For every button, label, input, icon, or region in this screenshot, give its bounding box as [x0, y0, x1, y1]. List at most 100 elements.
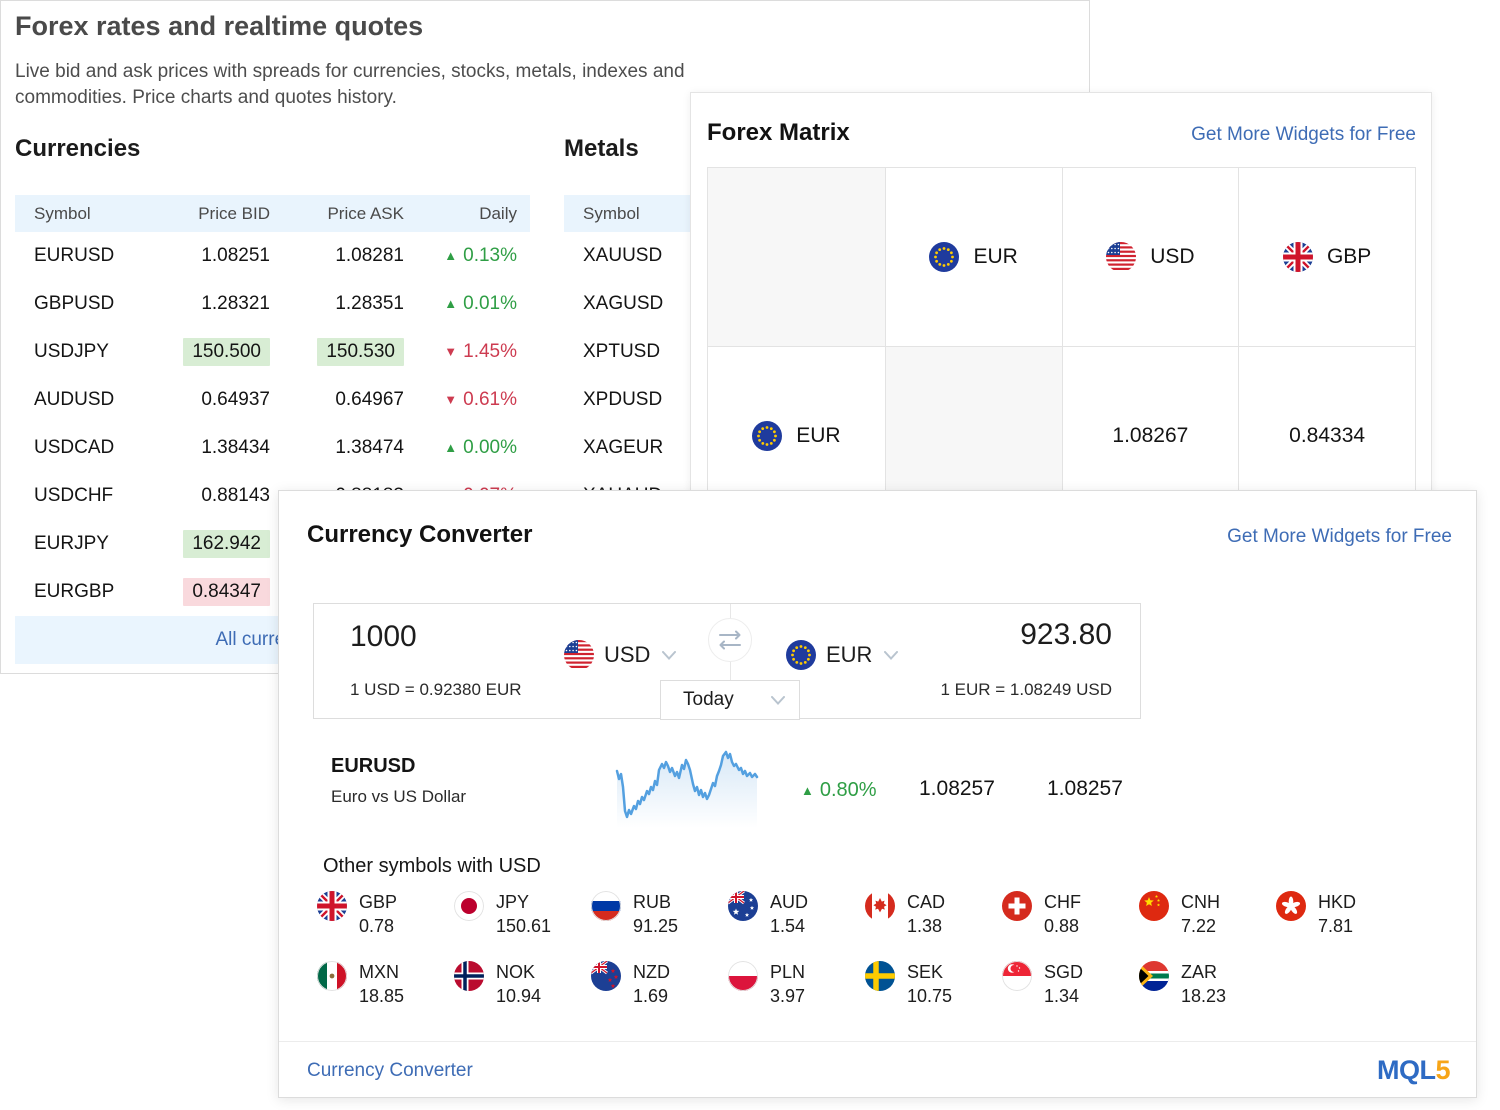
amount-input[interactable]: 1000 [350, 620, 417, 653]
currency-row-audusd[interactable]: AUDUSD 0.64937 0.64967 ▼ 0.61% [34, 389, 517, 410]
pair-ask: 1.08257 [1047, 777, 1123, 800]
swap-currencies-button[interactable] [708, 618, 752, 662]
currency-row-gbpusd[interactable]: GBPUSD 1.28321 1.28351 ▲ 0.01% [34, 293, 517, 314]
flag-rub-icon [591, 891, 621, 921]
to-rate-note: 1 EUR = 1.08249 USD [940, 680, 1112, 699]
symbol-item-gbp[interactable]: GBP 0.78 [317, 891, 454, 943]
flag-jpy-icon [454, 891, 484, 921]
symbol-code: CAD [907, 892, 946, 912]
symbol-code: SEK [907, 962, 944, 982]
from-currency-code: USD [604, 642, 651, 667]
matrix-col-header-gbp: GBP [1238, 168, 1415, 346]
flag-sgd-icon [1002, 961, 1032, 991]
symbol-code: NOK [496, 962, 536, 982]
pair-change: ▲ 0.80% [801, 779, 877, 801]
other-symbols-grid: GBP 0.78 JPY 150.61 RUB 91.25 AUD 1.54 CAD 1.38 CH… [317, 891, 1413, 1013]
down-arrow-icon: ▼ [444, 392, 458, 407]
flag-pln-icon [728, 961, 758, 991]
page-subtitle: Live bid and ask prices with spreads for… [15, 61, 685, 109]
to-currency-code: EUR [826, 642, 873, 667]
currency-row-eurjpy[interactable]: EURJPY 162.942 [15, 520, 530, 568]
up-arrow-icon: ▲ [801, 783, 814, 798]
flag-eur-icon [786, 640, 816, 670]
chevron-down-icon [662, 650, 677, 660]
converter-get-widgets-link[interactable]: Get More Widgets for Free [1227, 526, 1452, 547]
swap-arrows-icon [719, 630, 741, 650]
result-value[interactable]: 923.80 [1020, 618, 1112, 651]
symbol-rate: 10.75 [907, 986, 953, 1006]
flag-chf-icon [1002, 891, 1032, 921]
metal-row-xpdusd[interactable]: XPDUSD [583, 389, 663, 410]
currency-row-eurusd[interactable]: EURUSD 1.08251 1.08281 ▲ 0.13% [34, 245, 517, 266]
converter-footer: Currency Converter MQL5 [279, 1041, 1476, 1099]
symbol-item-nzd[interactable]: NZD 1.69 [591, 961, 728, 1013]
symbol-item-jpy[interactable]: JPY 150.61 [454, 891, 591, 943]
flag-usd-icon [1106, 242, 1137, 272]
flag-eur-icon [929, 242, 960, 272]
flag-hkd-icon [1276, 891, 1306, 921]
currency-row-eurgbp[interactable]: EURGBP 0.84347 [15, 568, 530, 616]
symbol-item-sek[interactable]: SEK 10.75 [865, 961, 1002, 1013]
metal-row-xptusd[interactable]: XPTUSD [583, 341, 661, 362]
page-title: Forex rates and realtime quotes [15, 11, 424, 41]
col-daily: Daily [479, 203, 517, 223]
symbol-item-sgd[interactable]: SGD 1.34 [1002, 961, 1139, 1013]
symbol-code: RUB [633, 892, 672, 912]
symbol-item-chf[interactable]: CHF 0.88 [1002, 891, 1139, 943]
symbol-code: PLN [770, 962, 806, 982]
symbol-code: NZD [633, 962, 670, 982]
currency-row-usdcad[interactable]: USDCAD 1.38434 1.38474 ▲ 0.00% [34, 437, 517, 458]
symbol-code: ZAR [1181, 962, 1217, 982]
pair-sparkline-chart [615, 750, 759, 828]
symbol-rate: 150.61 [496, 916, 552, 936]
up-arrow-icon: ▲ [444, 440, 458, 455]
converter-box: 1000 1 USD = 0.92380 EUR USD EUR 923.80 … [313, 603, 1141, 720]
flag-gbp-icon [1282, 242, 1313, 272]
symbol-rate: 0.78 [359, 916, 395, 936]
symbol-item-nok[interactable]: NOK 10.94 [454, 961, 591, 1013]
metal-row-xauusd[interactable]: XAUUSD [583, 245, 663, 266]
matrix-corner-cell [708, 168, 885, 346]
symbol-code: CNH [1181, 892, 1220, 912]
flag-cad-icon [865, 891, 895, 921]
symbol-code: GBP [359, 892, 398, 912]
col-price-ask: Price ASK [327, 203, 404, 223]
flag-cnh-icon [1139, 891, 1169, 921]
symbol-rate: 7.22 [1181, 916, 1217, 936]
symbol-item-cad[interactable]: CAD 1.38 [865, 891, 1002, 943]
up-arrow-icon: ▲ [444, 296, 458, 311]
symbol-code: MXN [359, 962, 399, 982]
symbol-item-cnh[interactable]: CNH 7.22 [1139, 891, 1276, 943]
symbol-rate: 1.34 [1044, 986, 1080, 1006]
to-currency-select[interactable]: EUR [786, 640, 899, 670]
symbol-item-zar[interactable]: ZAR 18.23 [1139, 961, 1276, 1013]
metal-row-xagusd[interactable]: XAGUSD [583, 293, 664, 314]
other-symbols-heading: Other symbols with USD [323, 855, 541, 877]
col-price-bid: Price BID [198, 203, 270, 223]
symbol-code: AUD [770, 892, 809, 912]
symbol-item-rub[interactable]: RUB 91.25 [591, 891, 728, 943]
symbol-item-aud[interactable]: AUD 1.54 [728, 891, 865, 943]
period-dropdown[interactable]: Today [660, 680, 800, 720]
symbol-rate: 1.69 [633, 986, 669, 1006]
chevron-down-icon [884, 650, 899, 660]
symbol-rate: 10.94 [496, 986, 542, 1006]
flag-nok-icon [454, 961, 484, 991]
pair-symbol[interactable]: EURUSD [331, 755, 416, 777]
matrix-col-header-eur: EUR [884, 168, 1062, 346]
flag-gbp-icon [317, 891, 347, 921]
metal-row-xageur[interactable]: XAGEUR [583, 437, 664, 458]
symbol-rate: 18.23 [1181, 986, 1227, 1006]
symbol-item-pln[interactable]: PLN 3.97 [728, 961, 865, 1013]
converter-footer-link[interactable]: Currency Converter [307, 1059, 473, 1081]
mql5-logo[interactable]: MQL5 [1376, 1055, 1451, 1085]
currency-converter-widget: Currency Converter Get More Widgets for … [278, 490, 1477, 1098]
symbol-code: JPY [496, 892, 530, 912]
forex-matrix-widget: Forex Matrix Get More Widgets for Free E… [690, 92, 1432, 540]
chevron-down-icon [771, 695, 785, 705]
symbol-item-hkd[interactable]: HKD 7.81 [1276, 891, 1413, 943]
from-currency-select[interactable]: USD [564, 640, 677, 670]
currency-row-usdjpy[interactable]: USDJPY 150.500 150.530 ▼ 1.45% [15, 328, 530, 376]
matrix-get-widgets-link[interactable]: Get More Widgets for Free [1191, 124, 1416, 145]
symbol-item-mxn[interactable]: MXN 18.85 [317, 961, 454, 1013]
